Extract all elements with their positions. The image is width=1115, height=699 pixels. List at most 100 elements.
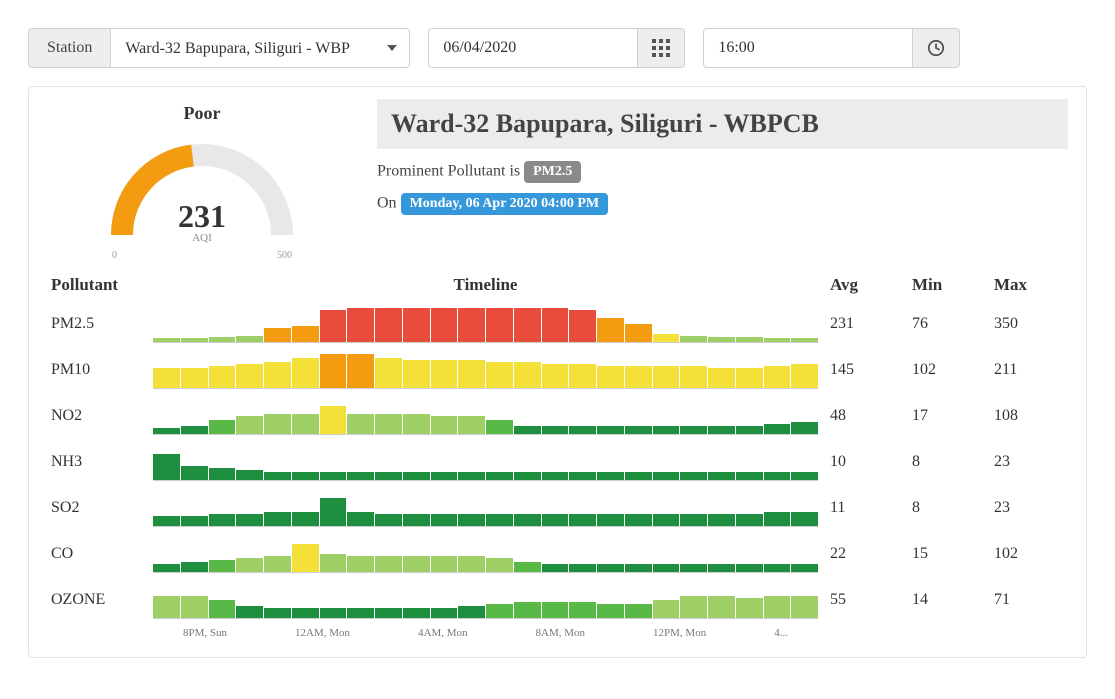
spark-bar [486,514,513,526]
spark-bar [403,472,430,480]
spark-bar [264,608,291,618]
table-header: Pollutant Timeline Avg Min Max [47,275,1068,295]
spark-bar [736,426,763,434]
spark-bar [264,472,291,480]
spark-bar [431,472,458,480]
info-section: Ward-32 Bapupara, Siliguri - WBPCB Promi… [377,99,1068,215]
spark-bar [431,308,458,342]
spark-bar [542,602,569,618]
on-label: On [377,195,397,212]
calendar-button[interactable] [638,28,685,68]
spark-bar [736,368,763,388]
spark-bar [209,560,236,572]
station-filter: Station Ward-32 Bapupara, Siliguri - WBP [28,28,410,68]
spark-bar [458,556,485,572]
spark-bar [680,426,707,434]
spark-bar [569,514,596,526]
spark-bar [292,544,319,572]
th-min: Min [912,275,982,295]
timestamp-badge: Monday, 06 Apr 2020 04:00 PM [401,193,609,215]
pollutant-min: 76 [912,315,982,333]
spark-bar [542,514,569,526]
spark-bar [736,598,763,618]
spark-bar [181,596,208,618]
spark-bar [569,472,596,480]
spark-bar [347,556,374,572]
aqi-category: Poor [47,103,357,124]
pollutant-avg: 55 [830,591,900,609]
spark-bar [680,366,707,388]
spark-bar [181,426,208,434]
spark-bar [209,514,236,526]
spark-bar [153,596,180,618]
aqi-value: 231 [102,198,302,235]
spark-bar [236,514,263,526]
spark-bar [347,414,374,434]
th-avg: Avg [830,275,900,295]
pollutant-row: PM2.5 231 76 350 [47,305,1068,343]
aqi-panel: Poor 231 AQI 0 500 Ward-32 Bapupara, Sil… [28,86,1087,658]
pollutant-sparkline [153,535,818,573]
pollutant-sparkline [153,397,818,435]
spark-bar [542,364,569,388]
spark-bar [625,324,652,342]
spark-bar [486,308,513,342]
pollutant-avg: 231 [830,315,900,333]
spark-bar [264,414,291,434]
xaxis-label: 8AM, Mon [536,627,586,639]
pollutant-max: 350 [994,315,1064,333]
spark-bar [597,564,624,572]
time-input[interactable] [703,28,913,68]
spark-bar [625,514,652,526]
spark-bar [320,608,347,618]
pollutant-min: 14 [912,591,982,609]
spark-bar [514,602,541,618]
spark-bar [209,468,236,480]
gauge-min: 0 [112,250,117,261]
spark-bar [181,338,208,342]
date-input[interactable] [428,28,638,68]
pollutant-sparkline [153,443,818,481]
spark-bar [791,564,818,572]
pollutant-name: NO2 [51,407,141,425]
spark-bar [653,514,680,526]
spark-bar [680,596,707,618]
spark-bar [653,426,680,434]
spark-bar [236,416,263,434]
spark-bar [458,606,485,618]
spark-bar [625,564,652,572]
spark-bar [791,472,818,480]
spark-bar [292,414,319,434]
spark-bar [708,472,735,480]
spark-bar [236,558,263,572]
spark-bar [375,414,402,434]
spark-bar [431,416,458,434]
pollutant-name: PM2.5 [51,315,141,333]
spark-bar [347,472,374,480]
spark-bar [542,426,569,434]
station-title: Ward-32 Bapupara, Siliguri - WBPCB [377,99,1068,149]
spark-bar [514,472,541,480]
filter-bar: Station Ward-32 Bapupara, Siliguri - WBP [28,28,1087,68]
pollutant-sparkline [153,351,818,389]
spark-bar [431,608,458,618]
spark-bar [292,608,319,618]
spark-bar [375,608,402,618]
pollutant-row: OZONE551471 [47,581,1068,619]
station-select[interactable]: Ward-32 Bapupara, Siliguri - WBP [110,28,410,68]
spark-bar [292,326,319,342]
spark-bar [625,604,652,618]
spark-bar [625,366,652,388]
spark-bar [264,512,291,526]
clock-button[interactable] [913,28,960,68]
spark-bar [181,466,208,480]
xaxis-label: 4AM, Mon [418,627,468,639]
spark-bar [347,308,374,342]
xaxis-label: 12AM, Mon [295,627,350,639]
spark-bar [791,512,818,526]
pollutant-avg: 22 [830,545,900,563]
pollutant-sparkline [153,305,818,343]
spark-bar [653,600,680,618]
pollutant-min: 8 [912,499,982,517]
spark-bar [736,337,763,342]
